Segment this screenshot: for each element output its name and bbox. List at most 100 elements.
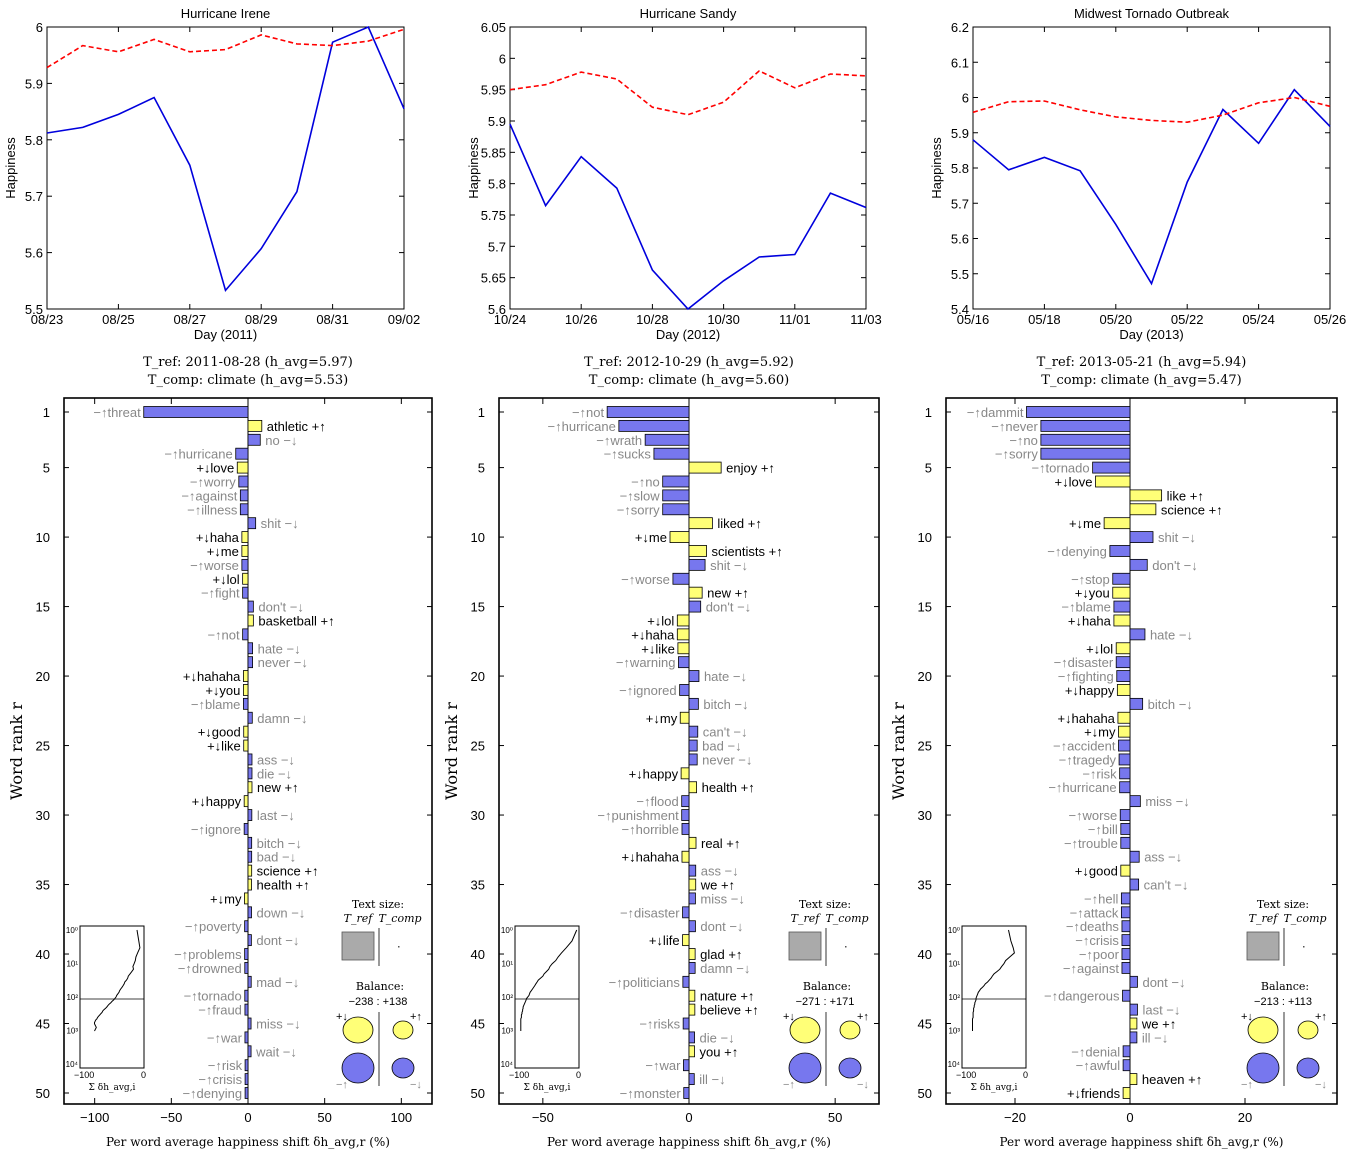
word-bar <box>688 920 696 933</box>
balance-symbol: +↓ <box>783 1011 795 1023</box>
word-label: down −↓ <box>257 905 306 920</box>
balance-minus-down-circle <box>391 1057 415 1079</box>
reference-size-box <box>341 931 375 961</box>
word-bar <box>688 892 696 905</box>
word-label: −↑fraud <box>198 1003 242 1018</box>
y-tick-label: 50 <box>36 1086 50 1101</box>
word-label: scientists +↑ <box>712 544 783 559</box>
happiness-series-line <box>46 25 405 293</box>
y-tick-label: 25 <box>36 739 50 754</box>
word-label: −↑dangerous <box>1044 989 1120 1004</box>
word-bar <box>1118 725 1131 738</box>
word-label: −↑poor <box>1079 947 1120 962</box>
word-bar <box>688 962 696 974</box>
word-bar <box>1118 753 1131 766</box>
word-label: +↓happy <box>629 766 679 781</box>
inset-y-tick-label: 10⁰ <box>501 926 513 935</box>
word-bar <box>247 711 253 724</box>
word-label: +↓me <box>207 544 239 559</box>
word-bar <box>688 989 696 1002</box>
word-bar <box>1112 586 1131 599</box>
inset-y-tick-label: 10⁴ <box>501 1060 514 1069</box>
word-label: −↑disaster <box>1054 655 1114 670</box>
word-bar <box>1092 461 1131 474</box>
word-label: −↑tornado <box>184 989 242 1004</box>
comparison-size-dot <box>845 946 847 948</box>
word-label: die −↓ <box>700 1030 735 1045</box>
word-label: −↑denying <box>182 1086 242 1101</box>
word-label: +↓good <box>1075 864 1118 879</box>
word-bar <box>244 1031 249 1044</box>
word-label: health +↑ <box>702 780 755 795</box>
balance-value: −238 : +138 <box>349 996 408 1008</box>
balance-title: Balance: <box>803 980 851 993</box>
word-label: +↓you <box>1075 586 1110 601</box>
word-bar <box>681 795 690 808</box>
word-label: −↑worse <box>190 558 239 573</box>
word-label: miss −↓ <box>256 1017 300 1032</box>
x-tick-label: 05/26 <box>1314 312 1347 327</box>
word-label: −↑against <box>181 488 237 503</box>
x-axis-label: Day (2011) <box>194 327 257 342</box>
balance-symbol: +↓ <box>1241 1011 1253 1023</box>
y-tick-label: 30 <box>471 808 485 823</box>
y-tick-label: 5.4 <box>951 302 969 317</box>
word-bar <box>235 447 249 460</box>
word-label: −↑dammit <box>967 405 1024 420</box>
word-label: −↑worry <box>190 474 236 489</box>
word-bar <box>1119 767 1131 780</box>
happiness-series-line <box>509 123 867 311</box>
word-bar <box>606 406 690 418</box>
word-bar <box>238 475 249 488</box>
text-size-ref-label: T_ref <box>344 912 375 925</box>
y-tick-label: 6 <box>499 51 506 66</box>
y-tick-label: 5.5 <box>951 267 969 282</box>
word-label: −↑tornado <box>1031 461 1089 476</box>
word-label: health +↑ <box>257 878 310 893</box>
word-label: −↑sorry <box>617 502 660 517</box>
word-label: −↑blame <box>191 697 241 712</box>
word-bar <box>1026 406 1131 418</box>
y-tick-label: 40 <box>918 947 932 962</box>
inset-frame <box>514 925 580 1069</box>
word-bar <box>688 670 700 682</box>
x-tick-label: 10/28 <box>636 312 669 327</box>
text-size-comp-label: T_comp <box>378 912 421 925</box>
word-label: −↑against <box>1063 961 1119 976</box>
balance-symbol: −↑ <box>1241 1079 1253 1091</box>
x-axis-label: Per word average happiness shift δh_avg,… <box>1000 1135 1284 1149</box>
text-size-ref-label: T_ref <box>1249 912 1280 925</box>
word-label: +↓lol <box>213 572 240 587</box>
reference-text-header: T_ref: 2011-08-28 (h_avg=5.97) <box>143 355 353 370</box>
word-label: real +↑ <box>701 836 740 851</box>
y-tick-label: 5.85 <box>481 145 506 160</box>
word-label: don't −↓ <box>706 600 752 615</box>
word-bar <box>244 920 249 933</box>
y-tick-label: 1 <box>478 405 485 420</box>
word-label: −↑stop <box>1071 572 1110 587</box>
word-label: +↓haha <box>196 530 240 545</box>
word-label: −↑not <box>572 405 605 420</box>
word-label: +↓like <box>207 739 241 754</box>
word-label: −↑risk <box>208 1058 243 1073</box>
word-bar <box>1129 1003 1138 1016</box>
y-tick-label: 5.6 <box>488 302 506 317</box>
word-label: −↑no <box>631 474 660 489</box>
inset-y-tick-label: 10³ <box>948 1027 960 1036</box>
word-label: new +↑ <box>257 780 299 795</box>
word-bar <box>653 447 690 460</box>
word-label: −↑worse <box>621 572 670 587</box>
y-tick-label: 15 <box>918 600 932 615</box>
word-bar <box>683 1087 690 1099</box>
y-axis-label: Happiness <box>3 137 18 199</box>
word-bar <box>247 906 252 919</box>
word-bar <box>241 545 249 557</box>
word-label: −↑sucks <box>604 447 652 462</box>
text-size-title: Text size: <box>1257 898 1309 911</box>
inset-cumulative-line <box>94 929 141 1032</box>
word-label: damn −↓ <box>257 711 307 726</box>
y-tick-label: 5.95 <box>481 83 506 98</box>
word-bar <box>1120 892 1131 905</box>
word-bar <box>1040 433 1131 446</box>
y-tick-label: 25 <box>918 739 932 754</box>
